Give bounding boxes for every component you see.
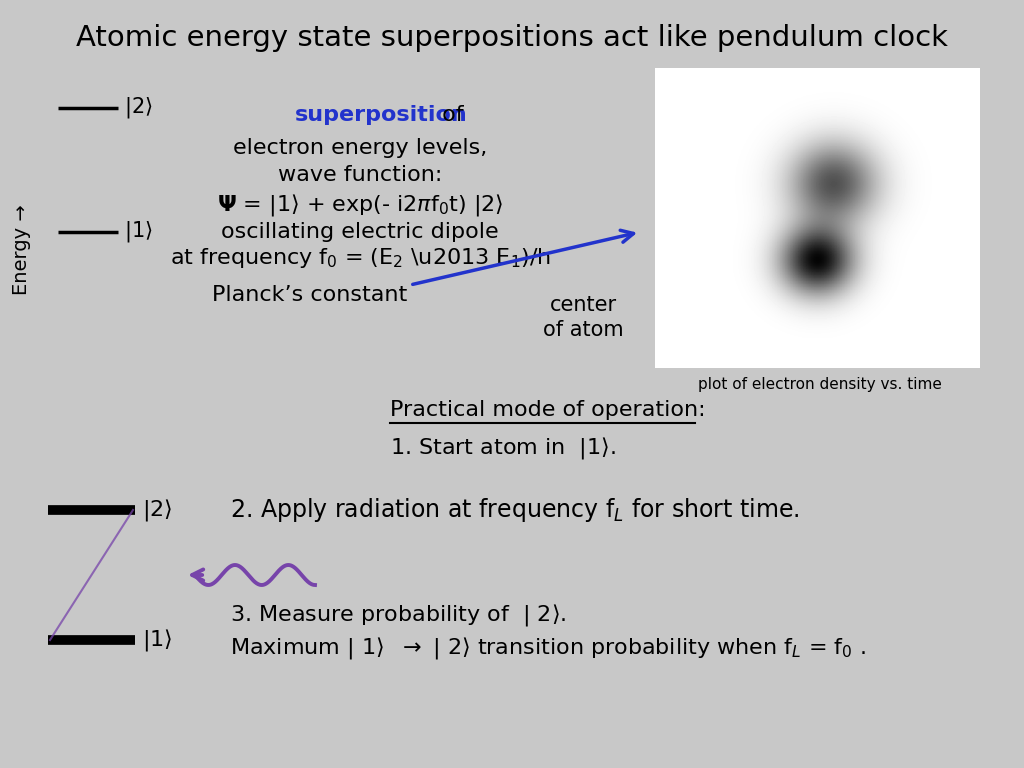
Text: Energy →: Energy → — [12, 204, 32, 296]
Text: Maximum | 1$\rangle$  $\rightarrow$ | 2$\rangle$ transition probability when f$_: Maximum | 1$\rangle$ $\rightarrow$ | 2$\… — [230, 635, 866, 661]
Text: plot of electron density vs. time: plot of electron density vs. time — [698, 378, 942, 392]
Text: 2. Apply radiation at frequency f$_L$ for short time.: 2. Apply radiation at frequency f$_L$ fo… — [230, 496, 800, 524]
Text: Practical mode of operation:: Practical mode of operation: — [390, 400, 706, 420]
Text: $|2\rangle$: $|2\rangle$ — [142, 497, 172, 523]
Text: $\bf{\Psi}$ = |1$\rangle$ + exp(- i2$\pi$f$_0$t) |2$\rangle$: $\bf{\Psi}$ = |1$\rangle$ + exp(- i2$\pi… — [217, 192, 504, 218]
Text: wave function:: wave function: — [278, 165, 442, 185]
Text: 1. Start atom in  |1$\rangle$.: 1. Start atom in |1$\rangle$. — [390, 435, 615, 461]
Text: $|2\rangle$: $|2\rangle$ — [124, 95, 153, 121]
Text: Planck’s constant: Planck’s constant — [212, 285, 408, 305]
Text: $|1\rangle$: $|1\rangle$ — [142, 627, 172, 653]
Text: electron energy levels,: electron energy levels, — [232, 138, 487, 158]
Text: center
of atom: center of atom — [543, 295, 624, 339]
Text: superposition: superposition — [295, 105, 468, 125]
Text: of: of — [435, 105, 464, 125]
Text: 3. Measure probability of  | 2$\rangle$.: 3. Measure probability of | 2$\rangle$. — [230, 602, 566, 628]
Text: Atomic energy state superpositions act like pendulum clock: Atomic energy state superpositions act l… — [76, 24, 948, 52]
Text: at frequency f$_0$ = (E$_2$ \u2013 E$_1$)/h: at frequency f$_0$ = (E$_2$ \u2013 E$_1$… — [170, 246, 551, 270]
Text: oscillating electric dipole: oscillating electric dipole — [221, 222, 499, 242]
Text: $|1\rangle$: $|1\rangle$ — [124, 220, 153, 244]
